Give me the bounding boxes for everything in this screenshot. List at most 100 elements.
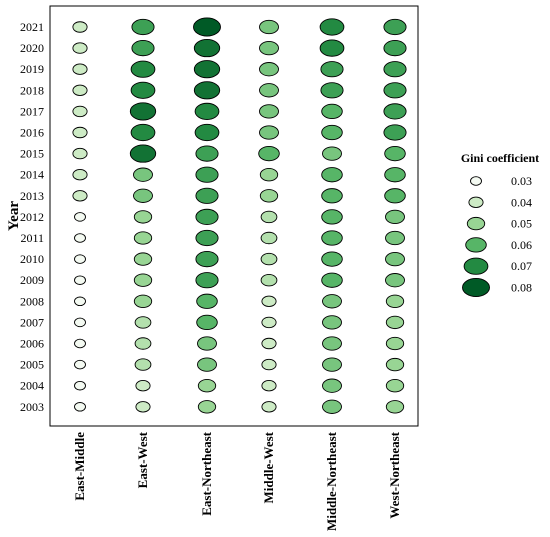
bubble bbox=[383, 39, 407, 57]
bubble bbox=[321, 103, 343, 120]
bubble bbox=[130, 60, 156, 78]
bubble bbox=[385, 379, 405, 393]
bubble bbox=[129, 102, 157, 121]
x-tick-label: Middle-Northeast bbox=[324, 431, 339, 531]
bubble bbox=[259, 83, 279, 98]
bubble bbox=[74, 212, 86, 222]
bubble bbox=[259, 189, 279, 203]
bubble bbox=[193, 81, 221, 100]
bubble bbox=[319, 18, 345, 36]
bubble bbox=[131, 39, 155, 57]
bubble bbox=[384, 188, 406, 204]
bubble bbox=[383, 18, 407, 36]
bubble bbox=[74, 402, 86, 412]
legend-swatch bbox=[466, 216, 486, 231]
legend-label: 0.05 bbox=[511, 217, 532, 231]
x-tick-label: East-Middle bbox=[72, 432, 87, 501]
legend: 0.03 0.04 0.05 0.06 0.07 0.08 bbox=[462, 174, 532, 298]
bubble bbox=[385, 209, 405, 225]
y-tick-label: 2015 bbox=[20, 147, 44, 161]
bubble bbox=[194, 102, 220, 120]
bubble bbox=[260, 274, 278, 287]
bubble bbox=[135, 401, 151, 413]
bubble bbox=[261, 295, 277, 308]
bubble bbox=[385, 315, 405, 330]
bubble bbox=[134, 316, 152, 329]
bubble bbox=[74, 317, 86, 328]
bubble bbox=[195, 166, 219, 183]
bubble bbox=[385, 294, 405, 308]
bubble bbox=[321, 209, 343, 225]
y-axis-label: Year bbox=[6, 201, 22, 231]
y-tick-label: 2018 bbox=[20, 83, 44, 97]
legend-title: Gini coefficient bbox=[461, 151, 539, 165]
bubble bbox=[133, 167, 153, 182]
bubble bbox=[384, 167, 406, 183]
bubble bbox=[261, 316, 277, 329]
bubble bbox=[322, 315, 342, 330]
bubble bbox=[133, 252, 153, 266]
bubble bbox=[260, 231, 278, 245]
bubble bbox=[259, 19, 279, 35]
bubble bbox=[321, 167, 343, 183]
bubble bbox=[72, 84, 88, 97]
legend-swatch bbox=[465, 237, 487, 253]
bubble bbox=[134, 358, 152, 371]
y-tick-label: 2020 bbox=[20, 41, 44, 55]
bubble bbox=[260, 210, 278, 224]
bubble bbox=[321, 251, 343, 267]
bubble bbox=[130, 123, 156, 142]
bubble bbox=[260, 252, 278, 266]
bubble bbox=[259, 62, 279, 77]
y-tick-label: 2007 bbox=[20, 315, 44, 329]
bubble bbox=[196, 314, 218, 331]
y-tick-label: 2006 bbox=[20, 337, 44, 351]
bubble bbox=[322, 357, 342, 372]
legend-label: 0.06 bbox=[511, 238, 532, 252]
bubble bbox=[259, 168, 279, 182]
bubble bbox=[385, 251, 405, 267]
bubble bbox=[133, 188, 153, 203]
x-tick-label: West-Northeast bbox=[387, 431, 402, 518]
bubble bbox=[72, 190, 88, 202]
bubble bbox=[385, 230, 405, 246]
bubble bbox=[74, 359, 86, 370]
y-tick-label: 2009 bbox=[20, 273, 44, 287]
y-tick-label: 2019 bbox=[20, 62, 44, 76]
bubble bbox=[322, 399, 342, 414]
bubble bbox=[195, 229, 219, 247]
y-tick-label: 2014 bbox=[20, 168, 44, 182]
bubble bbox=[129, 144, 157, 163]
bubble bbox=[322, 378, 342, 393]
y-tick-label: 2004 bbox=[20, 379, 44, 393]
bubble-marks bbox=[72, 17, 407, 414]
bubble bbox=[193, 60, 221, 79]
plot-frame bbox=[49, 5, 419, 427]
bubble bbox=[194, 123, 220, 142]
bubble bbox=[322, 336, 342, 351]
bubble bbox=[321, 272, 343, 288]
y-tick-label: 2016 bbox=[20, 126, 44, 140]
legend-swatch bbox=[462, 277, 490, 298]
bubble bbox=[259, 40, 279, 56]
x-tick-label: East-West bbox=[135, 431, 150, 488]
bubble bbox=[197, 336, 217, 351]
bubble bbox=[197, 400, 217, 414]
bubble bbox=[385, 400, 405, 414]
y-tick-label: 2005 bbox=[20, 358, 44, 372]
y-tick-label: 2012 bbox=[20, 210, 44, 224]
bubble bbox=[74, 275, 86, 285]
bubble bbox=[385, 357, 405, 372]
bubble bbox=[74, 233, 86, 243]
y-tick-label: 2017 bbox=[20, 104, 44, 118]
bubble bbox=[197, 379, 217, 393]
bubble bbox=[74, 338, 86, 349]
bubble bbox=[321, 124, 343, 141]
bubble bbox=[319, 39, 345, 57]
bubble bbox=[134, 337, 152, 350]
bubble bbox=[196, 293, 218, 309]
bubble bbox=[259, 104, 279, 119]
bubble bbox=[195, 187, 219, 204]
bubble bbox=[261, 401, 277, 413]
